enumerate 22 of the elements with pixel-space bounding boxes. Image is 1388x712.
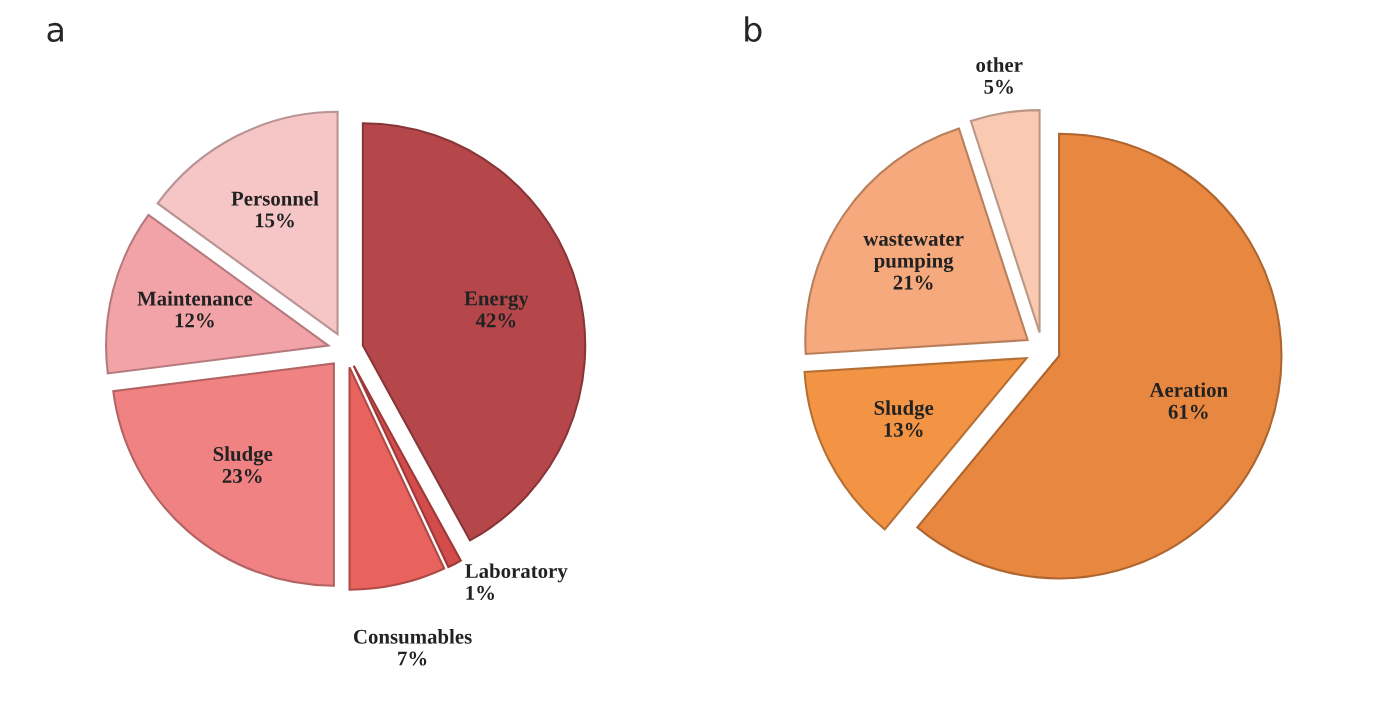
slice-label: Sludge	[213, 446, 273, 466]
data-label: 1%	[466, 585, 495, 600]
data-label: 5%	[984, 79, 1013, 94]
slice-label: Personnel	[231, 190, 319, 206]
slice-label: Consumables	[353, 629, 472, 644]
data-label: 61%	[1168, 404, 1208, 419]
slice-label: wastewater pumping	[863, 233, 964, 273]
slice-label: Maintenance	[137, 290, 253, 306]
data-label: 12%	[175, 313, 214, 328]
slice-label: Sludge	[874, 400, 934, 420]
data-label: 13%	[884, 422, 923, 437]
slice-label: Energy	[464, 291, 529, 310]
data-label: 23%	[222, 468, 262, 484]
slice-label: Laboratory	[465, 563, 568, 583]
slice-label: other	[976, 57, 1023, 73]
data-label: 42%	[475, 313, 516, 328]
chart-title: a	[47, 22, 63, 42]
data-label: 15%	[255, 213, 294, 228]
data-label: 21%	[893, 275, 933, 290]
data-label: 7%	[398, 651, 427, 666]
chart-title: b	[745, 16, 762, 42]
slice-label: Aeration	[1149, 382, 1228, 398]
